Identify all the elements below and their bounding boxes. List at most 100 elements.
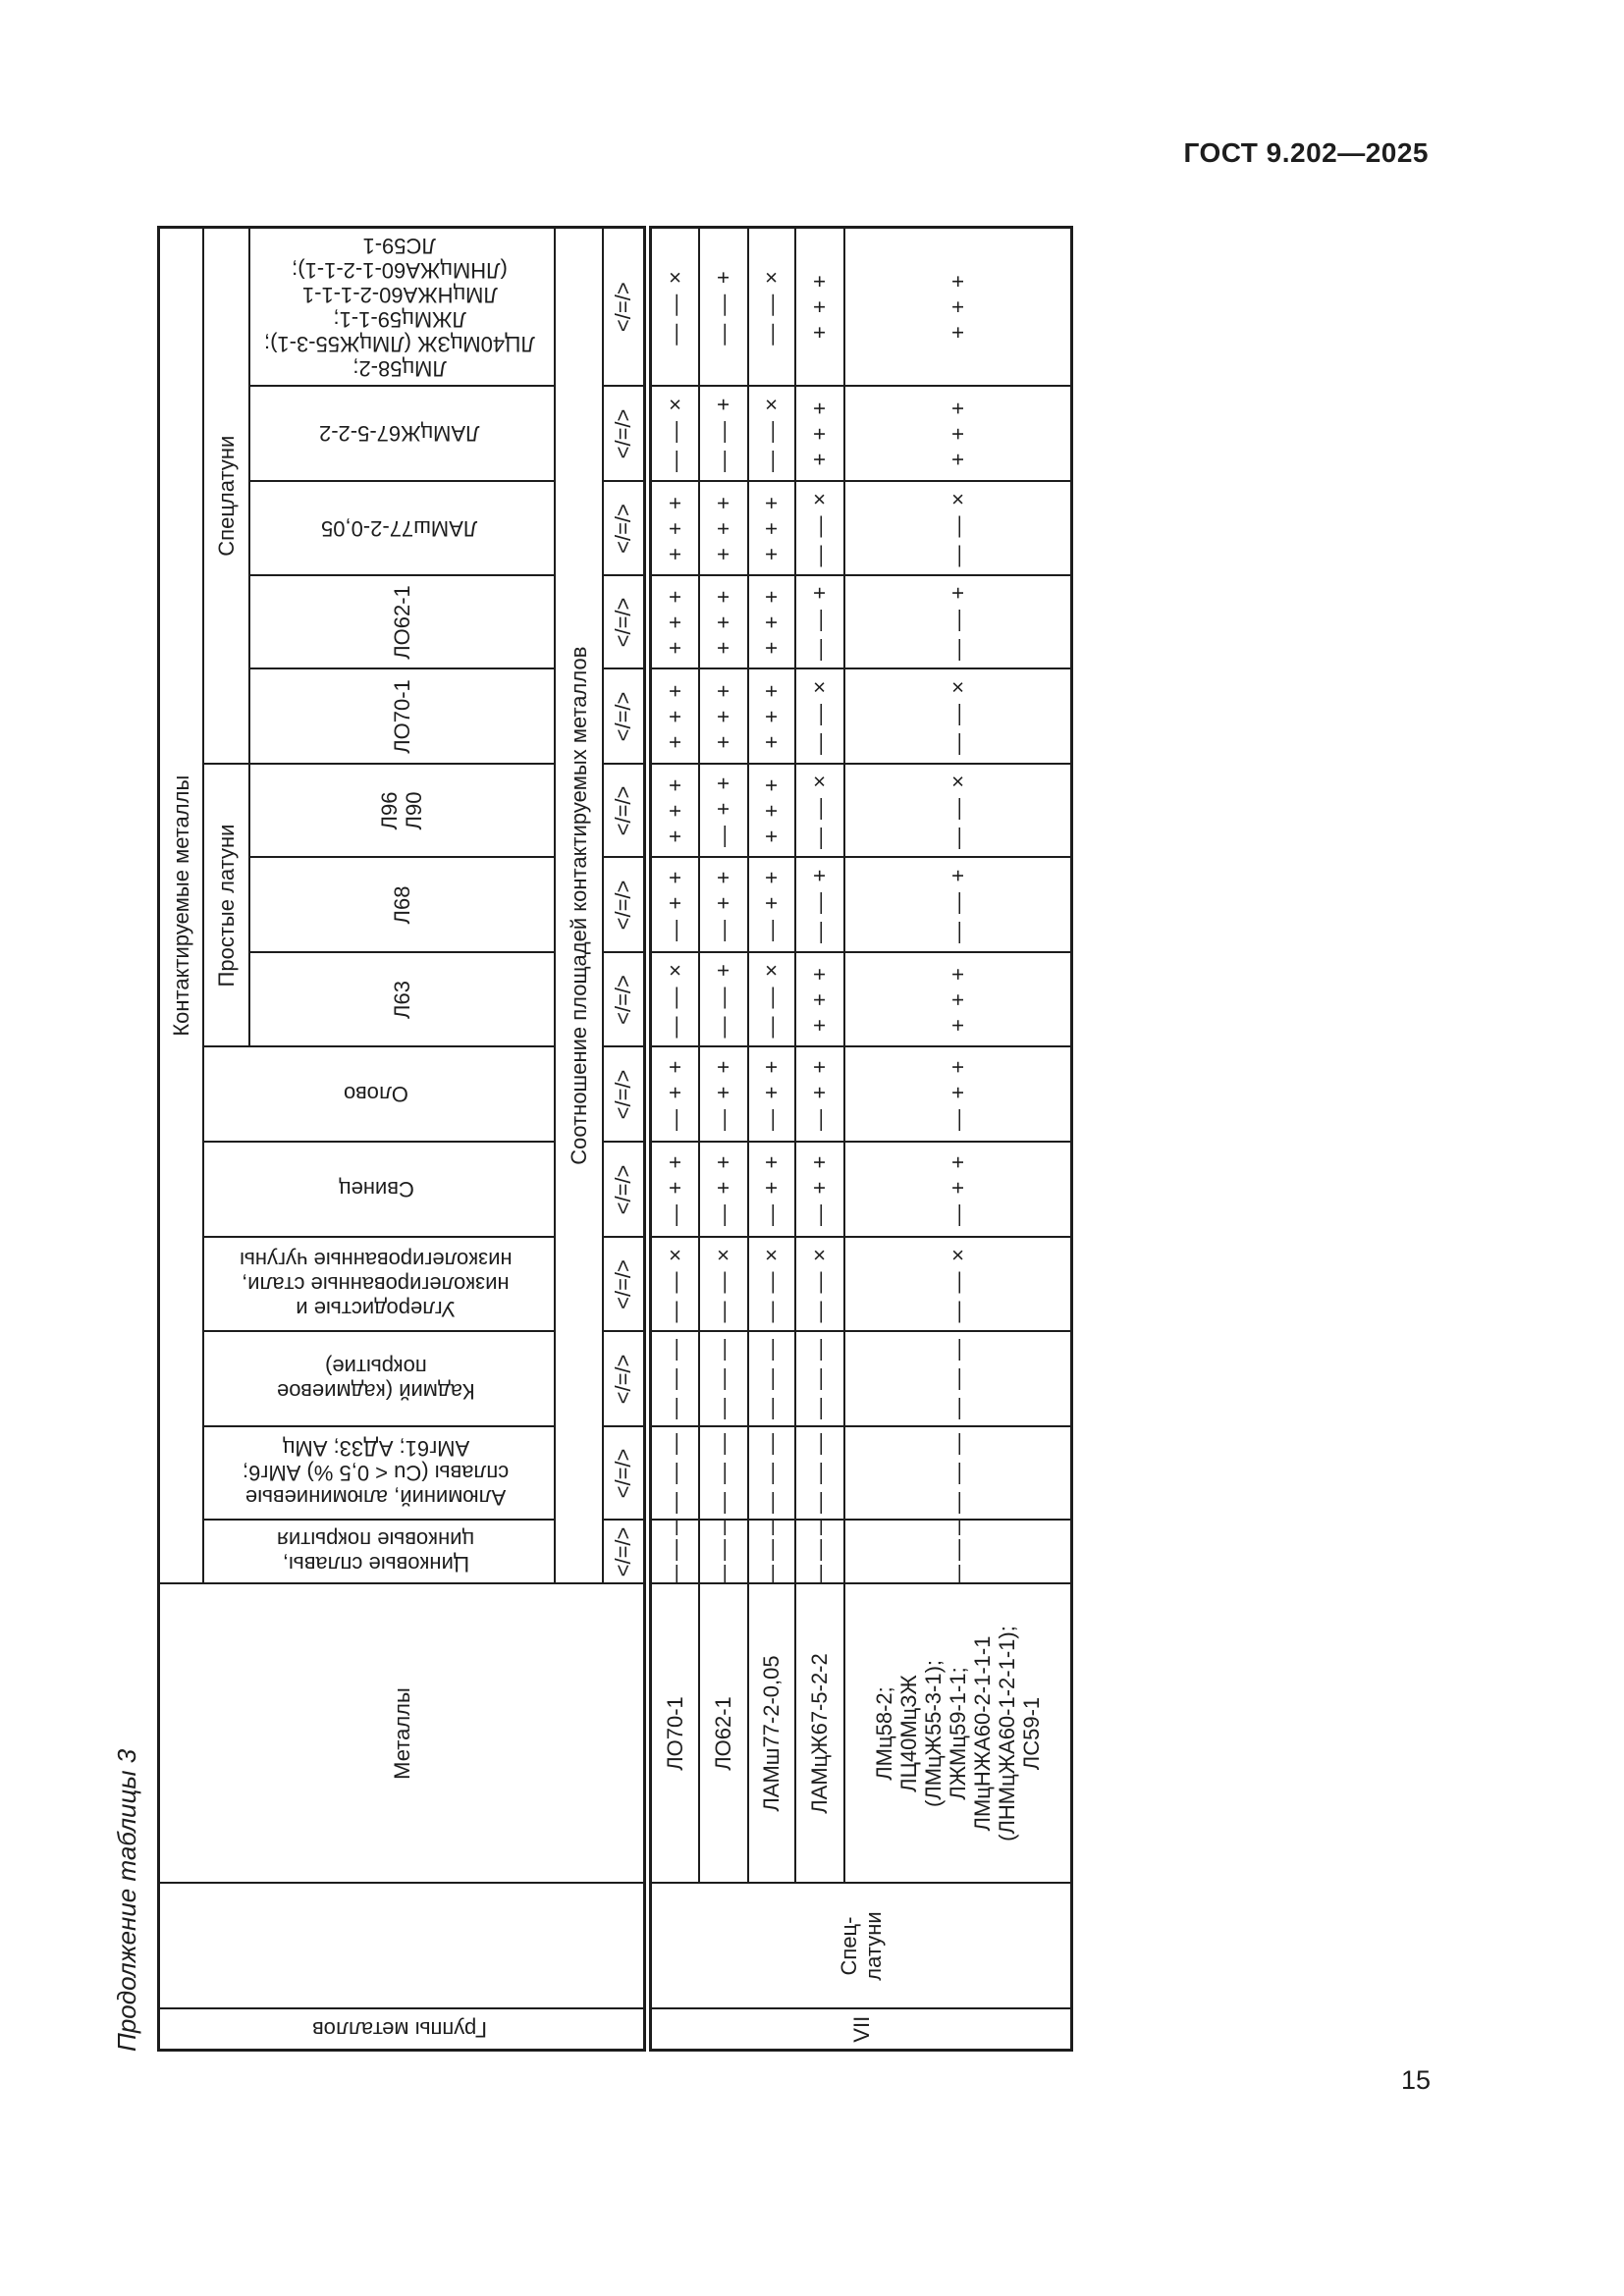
compatibility-symbol: — [945,1368,970,1390]
compatibility-symbol: — [662,1520,687,1536]
compatibility-symbol: — [807,1492,832,1514]
compatibility-symbol: + [662,497,687,509]
compatibility-symbol: — [945,1301,970,1323]
compatibility-symbol: + [807,993,832,1006]
column-header-1-vertical-text: Алюминий, алюминиевые сплавы (Cu < 0,5 %)… [243,1436,510,1511]
compatibility-symbol: + [711,1181,735,1195]
compatibility-symbol: + [711,964,735,977]
compatibility-symbol: + [662,1086,687,1099]
compatibility-symbol: × [759,964,784,977]
compatibility-symbol: × [945,493,970,506]
compatibility-symbol: + [711,896,735,910]
column-header-0-vertical-text: Цинковые сплавы, цинковые покрытия [277,1527,475,1576]
compatibility-symbol: + [711,802,735,816]
data-cell-r2-c6: — — × [747,952,795,1047]
compatibility-symbol: × [945,680,970,694]
area-ratio-header-cell: Соотношение площадей контактируемых мета… [554,227,603,1584]
compatibility-symbol: — [711,1565,735,1584]
data-cell-r4-c13: + + + [843,227,1072,387]
compatibility-symbol: — [945,515,970,538]
compatibility-symbol: + [711,776,735,790]
compatibility-symbol: + [711,398,735,411]
table-caption: Продолжение таблицы 3 [112,1748,141,2052]
compatibility-symbols: — — × [759,1241,784,1329]
compatibility-symbol: — [662,1271,687,1294]
compatibility-symbols: — — × [807,485,832,573]
compatibility-symbol: — [759,1204,784,1226]
compatibility-symbol: — [807,1463,832,1484]
data-cell-r3-c7: — — + [794,857,844,953]
data-cell-r2-c13: — — × [747,227,795,387]
compatibility-symbol: × [807,680,832,694]
data-cell-r0-c8: + + + [647,764,699,858]
column-header-4: Свинец [202,1142,555,1238]
compatibility-symbol: — [945,1109,970,1131]
column-header-3-vertical-text: Углеродистые и низколегированные стали, ни… [240,1248,513,1321]
compatibility-symbol: + [662,590,687,604]
compatibility-symbol: — [662,987,687,1009]
compatibility-symbols: — — — [807,1521,832,1584]
data-cell-r3-c4: — + + [794,1142,844,1238]
compatibility-symbol: + [662,829,687,843]
compatibility-symbol: — [662,1492,687,1514]
table-body: VII Спец-латуни ЛО70-1— — — — — — — — — — — × — + + — + + — —… [647,227,1072,2051]
data-cell-r2-c11: + + + [747,481,795,576]
compatibility-symbol: — [662,323,687,346]
compatibility-symbols: — + + [759,1146,784,1235]
compatibility-symbols: — — × [946,672,970,762]
data-cell-r2-c1: — — — [747,1426,795,1521]
compatibility-symbol: — [945,1398,970,1419]
compatibility-symbol: + [807,1086,832,1099]
column-header-7: Л68 [248,857,555,953]
compatibility-symbols: — — — [807,1430,832,1518]
data-cell-r0-c4: — + + [647,1142,699,1238]
column-header-1: Алюминий, алюминиевые сплавы (Cu < 0,5 %)… [202,1426,555,1521]
column-header-3: Углеродистые и низколегированные стали, ни… [202,1237,555,1332]
compatibility-symbol: + [662,1155,687,1169]
data-cell-r3-c1: — — — [794,1426,844,1521]
compatibility-symbol: — [759,1433,784,1455]
compatibility-symbol: — [945,545,970,567]
compatibility-symbols: + + + [946,390,970,479]
data-cell-r1-c7: — + + [698,857,748,953]
compatibility-symbols: — — — [946,1335,970,1424]
compatibility-symbol: + [662,684,687,698]
compatibility-symbol: × [662,964,687,977]
ratio-symbols-cell-2: </=/> [602,1331,648,1427]
column-header-12-vertical-text: ЛАМцЖ67-5-2-2 [318,421,480,447]
groups-header-cell-vertical-text: Группы металлов [311,2016,487,2042]
compatibility-symbol: + [662,1060,687,1074]
compatibility-symbol: — [759,1368,784,1390]
compatibility-symbol: + [711,522,735,535]
compatibility-symbol: — [945,922,970,943]
ratio-symbols-cell-3: </=/> [602,1237,648,1332]
column-header-12: ЛАМцЖ67-5-2-2 [248,386,555,482]
compatibility-symbol: — [662,294,687,316]
compatibility-symbol: + [945,1086,970,1099]
compatibility-symbol: — [945,828,970,849]
compatibility-symbol: — [807,1368,832,1390]
groups-header-cell: Группы металлов [158,2008,648,2051]
compatibility-symbol: + [945,427,970,441]
compatibility-symbol: + [807,326,832,340]
compatibility-symbols: — — × [946,485,970,573]
data-cell-r3-c12: + + + [794,386,844,482]
compatibility-symbol: — [807,733,832,755]
compatibility-symbol: + [711,1086,735,1099]
compatibility-symbol: + [662,1181,687,1195]
compatibility-symbol: — [945,733,970,755]
data-cell-r3-c6: + + + [794,952,844,1047]
row-label-cell-1: ЛО62-1 [698,1583,748,1884]
compatibility-symbol: + [662,871,687,884]
compatibility-symbol: + [807,1060,832,1074]
compatibility-symbol: — [807,1109,832,1131]
compatibility-symbol: + [759,1086,784,1099]
data-cell-r0-c7: — + + [647,857,699,953]
compatibility-symbol: + [711,684,735,698]
compatibility-symbols: + + + [759,672,784,762]
compatibility-symbol: — [759,1565,784,1584]
column-header-10: ЛО62-1 [248,575,555,669]
compatibility-symbol: × [807,1249,832,1261]
compatibility-symbol: + [711,615,735,629]
compatibility-symbol: × [945,774,970,788]
